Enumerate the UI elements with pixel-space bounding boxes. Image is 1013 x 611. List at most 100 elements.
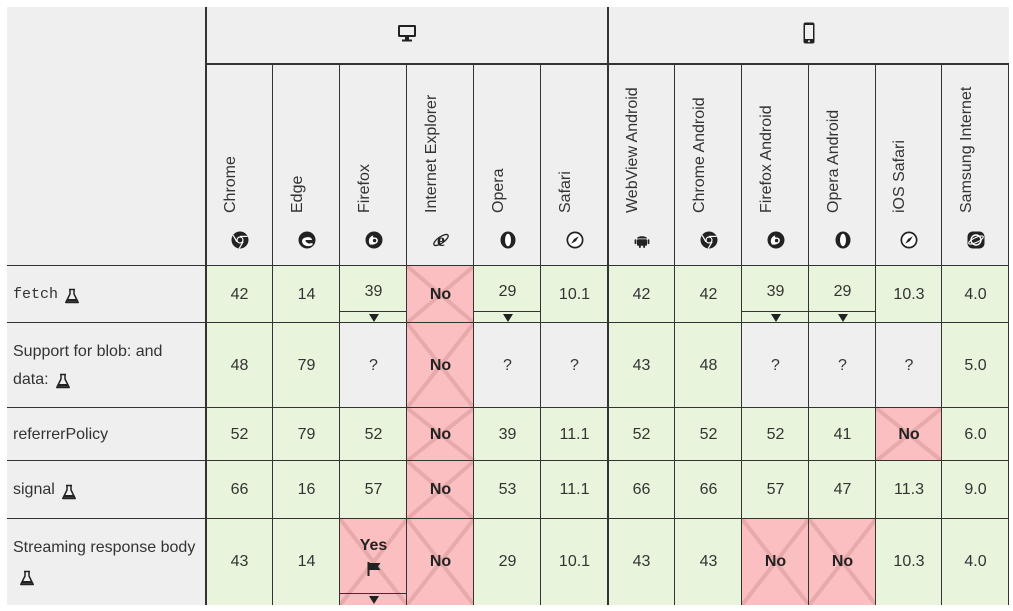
feature-name-streaming-response-body: Streaming response body xyxy=(7,519,206,605)
samsung-internet-icon xyxy=(967,231,985,249)
support-value: No xyxy=(429,285,452,303)
support-cell-firefox: 57 xyxy=(340,461,407,519)
support-value: 39 xyxy=(364,282,383,300)
support-value: 14 xyxy=(297,553,316,570)
support-value: 14 xyxy=(297,285,316,303)
browser-name: Opera xyxy=(489,168,507,213)
notes-toggle[interactable] xyxy=(340,593,407,605)
support-cell-firefox-android: No xyxy=(742,519,809,605)
support-cell-samsung-internet: 9.0 xyxy=(942,461,1009,519)
support-cell-ios-safari: 10.3 xyxy=(876,519,942,605)
support-value: 5.0 xyxy=(964,356,987,374)
notes-toggle[interactable] xyxy=(809,311,876,323)
support-value: 11.1 xyxy=(559,481,590,498)
support-value: 42 xyxy=(632,285,651,303)
support-cell-internet-explorer: No xyxy=(407,323,474,408)
support-value: Yes xyxy=(359,536,388,554)
support-cell-safari: 11.1 xyxy=(541,461,608,519)
support-cell-samsung-internet: 4.0 xyxy=(942,266,1009,323)
support-value: 47 xyxy=(833,481,852,498)
feature-label: Streaming response body xyxy=(13,539,196,556)
support-cell-edge: 16 xyxy=(273,461,340,519)
support-cell-opera: 29 xyxy=(474,519,541,605)
support-value: 11.3 xyxy=(894,481,924,498)
support-cell-firefox: 52 xyxy=(340,408,407,461)
column-divider xyxy=(941,64,942,605)
support-cell-safari: ? xyxy=(541,323,608,408)
support-cell-chrome-android: 52 xyxy=(675,408,742,461)
support-cell-opera: 39 xyxy=(474,408,541,461)
notes-toggle[interactable] xyxy=(474,311,541,323)
notes-toggle[interactable] xyxy=(340,311,407,323)
support-value: No xyxy=(429,553,452,570)
support-value: 39 xyxy=(498,425,517,443)
support-value: No xyxy=(429,425,452,443)
support-cell-chrome-android: 66 xyxy=(675,461,742,519)
support-value: 52 xyxy=(364,425,383,443)
support-value: No xyxy=(429,481,452,498)
support-cell-opera[interactable]: 29 xyxy=(474,266,541,323)
browser-name: Firefox Android xyxy=(757,105,775,213)
browser-name: Edge xyxy=(288,175,306,213)
support-cell-safari: 11.1 xyxy=(541,408,608,461)
browser-header-opera: Opera xyxy=(474,64,541,264)
support-cell-chrome-android: 42 xyxy=(675,266,742,323)
support-cell-opera-android: No xyxy=(809,519,876,605)
column-divider xyxy=(540,64,541,605)
browser-header-opera-android: Opera Android xyxy=(809,64,876,264)
support-value: No xyxy=(898,425,920,443)
firefox-icon xyxy=(767,231,785,249)
support-value: 39 xyxy=(766,282,785,300)
browser-name: Chrome xyxy=(221,156,239,213)
support-cell-chrome: 66 xyxy=(206,461,273,519)
support-cell-webview-android: 43 xyxy=(608,323,675,408)
support-value: 29 xyxy=(833,282,852,300)
support-value: ? xyxy=(771,356,780,374)
support-cell-ios-safari: ? xyxy=(876,323,942,408)
browser-header-chrome-android: Chrome Android xyxy=(675,64,742,264)
column-divider xyxy=(741,64,742,605)
support-cell-firefox-android[interactable]: 39 xyxy=(742,266,809,323)
browser-header-edge: Edge xyxy=(273,64,340,264)
support-cell-firefox[interactable]: Yes xyxy=(340,519,407,605)
browser-header-firefox-android: Firefox Android xyxy=(742,64,809,264)
support-cell-ios-safari: No xyxy=(876,408,942,461)
support-cell-ios-safari: 10.3 xyxy=(876,266,942,323)
header-bottom-border xyxy=(7,265,1009,266)
support-cell-opera-android: ? xyxy=(809,323,876,408)
support-value: ? xyxy=(503,356,512,374)
column-divider xyxy=(808,64,809,605)
edge-icon xyxy=(298,231,316,249)
row-divider xyxy=(7,518,1009,519)
support-cell-internet-explorer: No xyxy=(407,461,474,519)
feature-label: Support for blob: and data: xyxy=(13,342,163,388)
notes-toggle[interactable] xyxy=(742,311,809,323)
support-value: No xyxy=(764,553,787,570)
support-cell-ios-safari: 11.3 xyxy=(876,461,942,519)
browser-compatibility-table: Chrome Edge Firefox Internet Explorer e Opera… xyxy=(7,7,1009,605)
column-divider xyxy=(674,64,675,605)
chrome-icon xyxy=(231,231,249,249)
support-cell-firefox[interactable]: 39 xyxy=(340,266,407,323)
support-cell-edge: 79 xyxy=(273,323,340,408)
support-value: 42 xyxy=(699,285,718,303)
support-cell-opera: 53 xyxy=(474,461,541,519)
safari-icon xyxy=(566,231,584,249)
support-cell-internet-explorer: No xyxy=(407,266,474,323)
feature-column-divider xyxy=(205,7,207,605)
support-value: ? xyxy=(904,356,914,374)
support-value: 79 xyxy=(297,425,316,443)
support-cell-opera-android: 41 xyxy=(809,408,876,461)
triangle-down-icon xyxy=(837,313,848,322)
browser-header-chrome: Chrome xyxy=(206,64,273,264)
support-value: 9.0 xyxy=(964,481,987,498)
triangle-down-icon xyxy=(368,313,379,322)
support-cell-webview-android: 42 xyxy=(608,266,675,323)
triangle-down-icon xyxy=(368,595,379,604)
mobile-phone-icon xyxy=(803,22,815,49)
support-value: ? xyxy=(570,356,579,374)
support-cell-safari: 10.1 xyxy=(541,519,608,605)
feature-name-signal: signal xyxy=(7,461,206,519)
column-divider xyxy=(406,64,407,605)
support-cell-opera-android[interactable]: 29 xyxy=(809,266,876,323)
